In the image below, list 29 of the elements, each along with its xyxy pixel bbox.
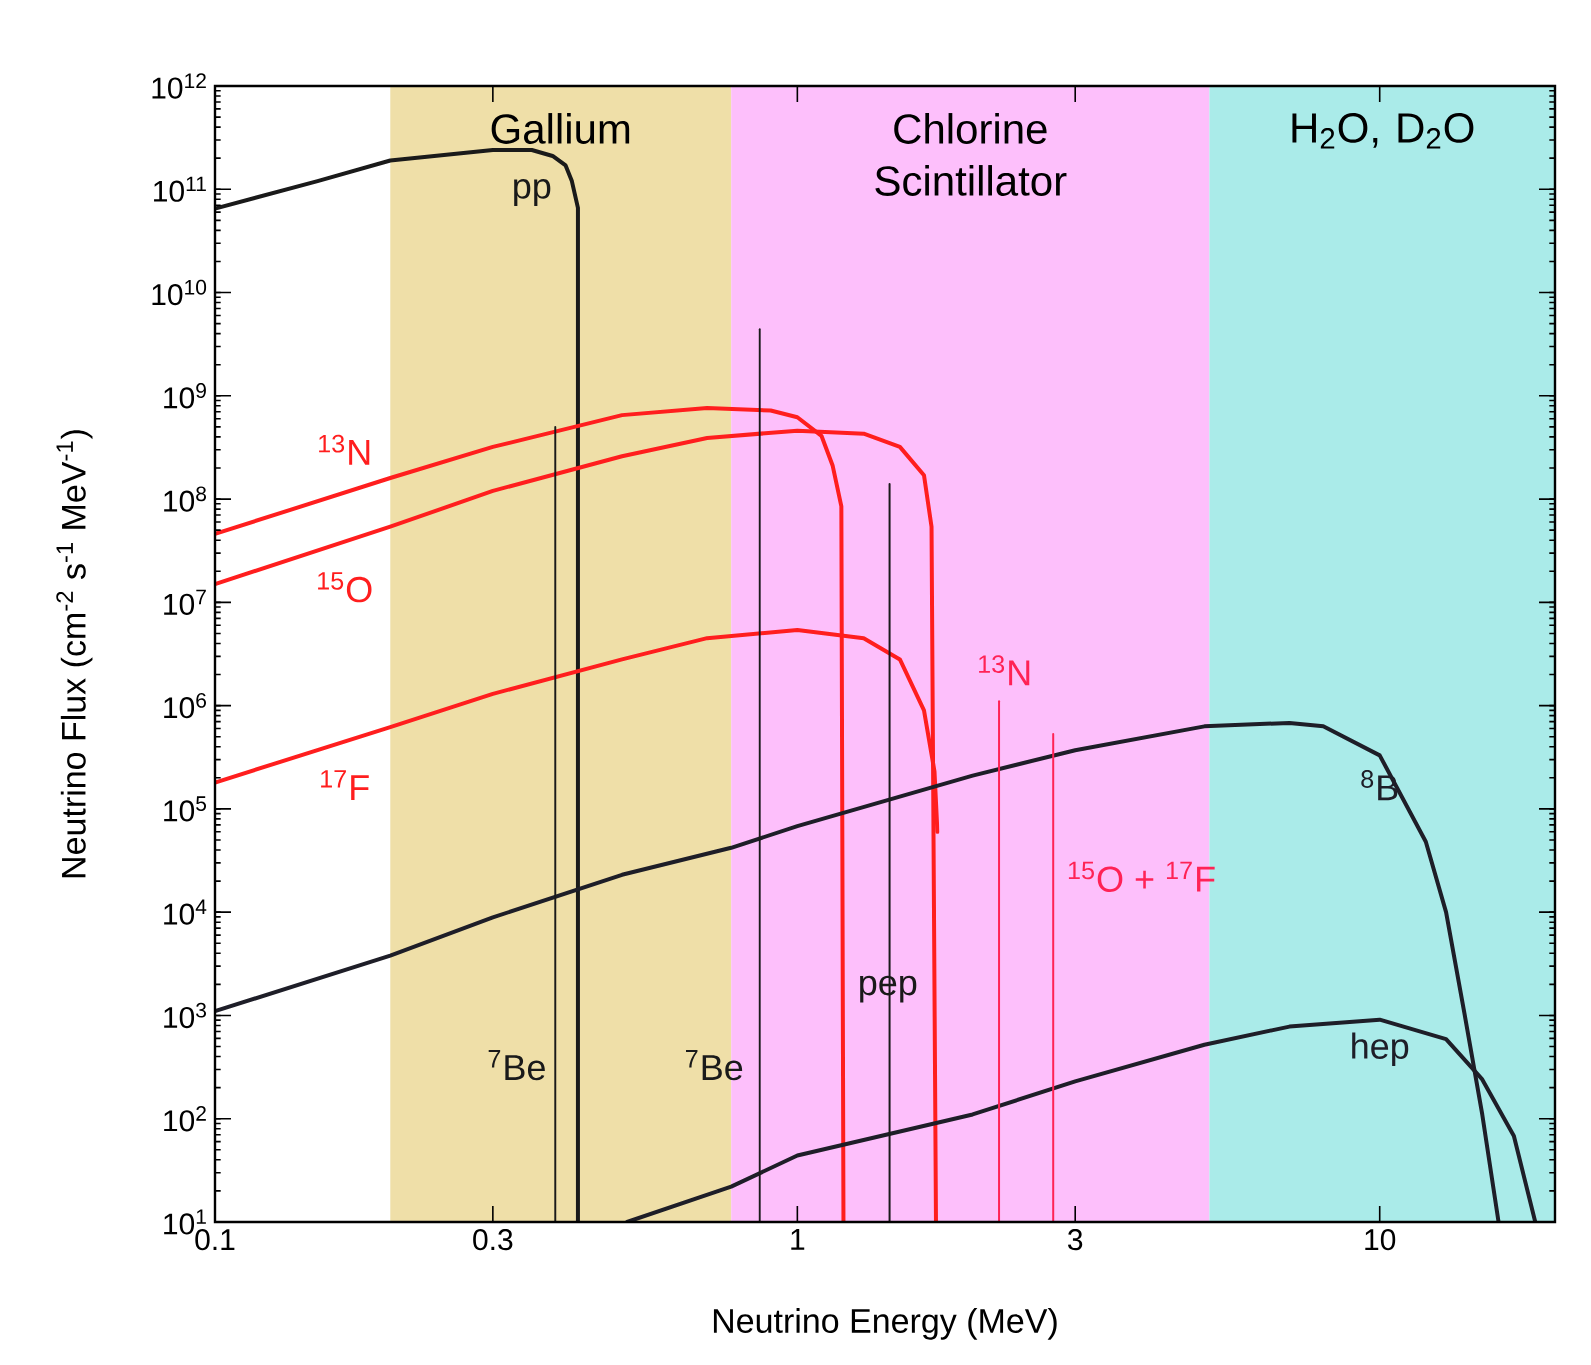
band-label: Gallium: [491, 113, 630, 144]
y-axis-title: Neutrino Flux (cm$^{-2}$ s$^{-1}$ MeV$^{-1}$): [56, 430, 93, 878]
x-tick-label: 1: [791, 1229, 805, 1250]
y-tick-label: 10$^{8}$: [164, 486, 207, 512]
series-label: hep: [1352, 1032, 1409, 1067]
x-axis-title: Neutrino Energy (MeV): [713, 1308, 1057, 1340]
series-label: $^{17}$F: [321, 770, 369, 801]
y-tick-label: 10$^{4}$: [164, 899, 207, 925]
series-label: $^{7}$Be: [488, 1050, 545, 1081]
series-label: $^{15}$O: [318, 572, 372, 603]
y-tick-label: 10$^{11}$: [154, 176, 206, 202]
y-tick-label: 10$^{3}$: [164, 1002, 207, 1029]
y-tick-label: 10$^{12}$: [152, 73, 206, 99]
y-tick-label: 10$^{5}$: [164, 796, 207, 822]
y-tick-label: 10$^{7}$: [164, 589, 206, 615]
series-label: $^{13}$N: [979, 655, 1030, 686]
band-label: Chlorine Scintillator: [875, 113, 1067, 196]
x-tick-label: 0.3: [473, 1229, 513, 1251]
y-tick-label: 10$^{9}$: [164, 383, 206, 409]
x-tick-label: 3: [1067, 1229, 1083, 1251]
y-tick-label: 10$^{6}$: [164, 692, 207, 719]
series-label: $^{13}$N: [319, 434, 370, 465]
y-tick-label: 10$^{10}$: [152, 279, 207, 306]
series-label: $^{7}$Be: [686, 1050, 743, 1081]
series-label: pp: [514, 179, 551, 206]
y-tick-label: 10$^{2}$: [164, 1106, 206, 1132]
series-label: $^{15}$O + $^{17}$F: [1068, 861, 1215, 892]
band-label: H$_{2}$O, D$_{2}$O: [1292, 113, 1474, 149]
x-tick-label: 10: [1365, 1229, 1396, 1251]
